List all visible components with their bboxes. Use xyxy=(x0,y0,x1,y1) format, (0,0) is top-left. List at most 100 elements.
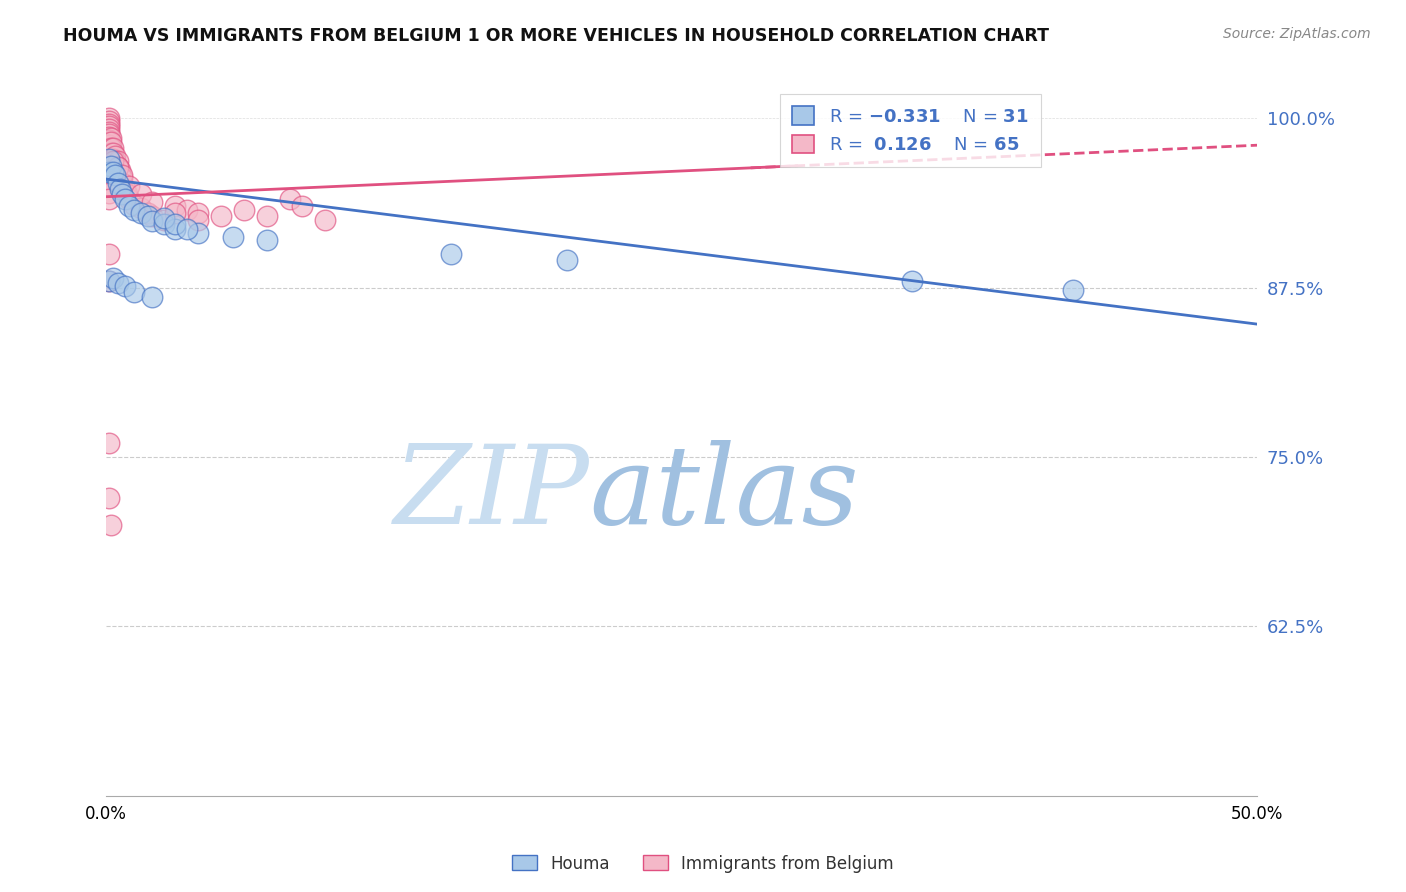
Point xyxy=(97,113,120,128)
Point xyxy=(152,212,174,227)
Point xyxy=(97,186,120,200)
Point xyxy=(122,198,145,212)
Point xyxy=(108,168,131,182)
Text: HOUMA VS IMMIGRANTS FROM BELGIUM 1 OR MORE VEHICLES IN HOUSEHOLD CORRELATION CHA: HOUMA VS IMMIGRANTS FROM BELGIUM 1 OR MO… xyxy=(63,27,1049,45)
Point xyxy=(97,274,120,288)
Point xyxy=(111,186,134,201)
Point xyxy=(97,274,120,288)
Point xyxy=(108,162,131,177)
Point xyxy=(901,274,924,288)
Point xyxy=(129,186,152,201)
Point xyxy=(114,279,136,293)
Point xyxy=(97,152,120,166)
Point xyxy=(97,491,120,505)
Point xyxy=(111,168,134,182)
Point xyxy=(291,199,314,213)
Point xyxy=(100,146,122,161)
Point xyxy=(101,141,124,155)
Point xyxy=(108,181,131,195)
Point xyxy=(314,212,336,227)
Point xyxy=(97,246,120,260)
Point xyxy=(97,172,120,186)
Legend: Houma, Immigrants from Belgium: Houma, Immigrants from Belgium xyxy=(505,848,901,880)
Point xyxy=(141,195,163,210)
Point xyxy=(97,133,120,147)
Point xyxy=(111,170,134,185)
Point xyxy=(100,136,122,150)
Point xyxy=(104,154,127,169)
Point xyxy=(176,222,198,236)
Point xyxy=(101,146,124,161)
Point xyxy=(97,165,120,179)
Point xyxy=(104,149,127,163)
Point xyxy=(187,206,209,220)
Point xyxy=(256,233,278,247)
Point xyxy=(152,211,174,226)
Point xyxy=(280,193,302,207)
Point xyxy=(101,154,124,169)
Point xyxy=(165,206,187,220)
Text: ZIP: ZIP xyxy=(394,441,589,548)
Point xyxy=(122,203,145,218)
Point xyxy=(222,230,245,244)
Point xyxy=(118,199,141,213)
Point xyxy=(111,176,134,190)
Point xyxy=(107,176,129,190)
Point xyxy=(141,290,163,304)
Point xyxy=(97,193,120,207)
Point xyxy=(118,178,141,193)
Point xyxy=(97,125,120,139)
Point xyxy=(101,271,124,285)
Point xyxy=(97,136,120,150)
Point xyxy=(118,193,141,207)
Point xyxy=(97,178,120,193)
Point xyxy=(107,160,129,174)
Point xyxy=(100,131,122,145)
Point xyxy=(555,253,578,268)
Point xyxy=(440,246,463,260)
Point xyxy=(97,144,120,158)
Point xyxy=(187,212,209,227)
Point xyxy=(141,209,163,223)
Point xyxy=(97,120,120,134)
Point xyxy=(114,193,136,207)
Point xyxy=(100,159,122,173)
Point xyxy=(97,141,120,155)
Point xyxy=(256,209,278,223)
Point xyxy=(107,277,129,291)
Point xyxy=(97,128,120,142)
Point xyxy=(97,116,120,130)
Point xyxy=(97,146,120,161)
Point xyxy=(233,203,256,218)
Point xyxy=(97,436,120,450)
Point xyxy=(107,160,129,174)
Point xyxy=(136,206,159,220)
Point xyxy=(1062,283,1084,297)
Point xyxy=(101,165,124,179)
Point xyxy=(97,138,120,153)
Point xyxy=(141,214,163,228)
Point xyxy=(165,222,187,236)
Point xyxy=(114,181,136,195)
Point xyxy=(176,203,198,218)
Point xyxy=(97,111,120,125)
Text: atlas: atlas xyxy=(589,441,859,548)
Text: Source: ZipAtlas.com: Source: ZipAtlas.com xyxy=(1223,27,1371,41)
Point xyxy=(165,217,187,231)
Legend: R = $\mathbf{-0.331}$    N = $\mathbf{31}$, R = $\mathbf{\ 0.126}$    N = $\math: R = $\mathbf{-0.331}$ N = $\mathbf{31}$,… xyxy=(780,94,1040,167)
Point xyxy=(100,517,122,532)
Point xyxy=(104,168,127,182)
Point xyxy=(97,122,120,136)
Point xyxy=(107,154,129,169)
Point xyxy=(122,285,145,299)
Point xyxy=(152,217,174,231)
Point xyxy=(100,141,122,155)
Point xyxy=(101,152,124,166)
Point xyxy=(187,227,209,241)
Point xyxy=(115,186,138,201)
Point xyxy=(97,149,120,163)
Point xyxy=(97,130,120,145)
Point xyxy=(165,199,187,213)
Point xyxy=(209,209,232,223)
Point xyxy=(129,206,152,220)
